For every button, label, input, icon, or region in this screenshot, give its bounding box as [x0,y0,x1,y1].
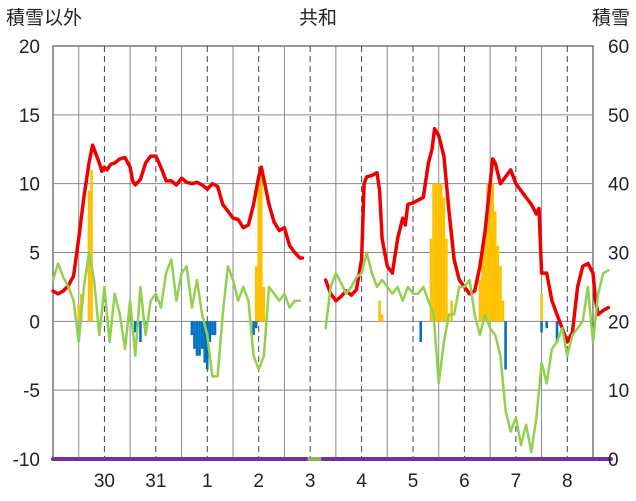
chart-title: 共和 [299,7,337,29]
left-tick-label: 0 [29,312,40,333]
negative_bar-bar [193,321,196,349]
negative_bar-bar [208,321,212,342]
negative_bar-bar [545,321,548,329]
negative_bar-bar [419,321,422,342]
negative_bar-bar [254,321,258,329]
positive_bar-bar [378,300,381,322]
x-tick-label: 1 [202,471,213,492]
right-tick-label: 60 [608,37,629,58]
left-tick-label: 15 [19,106,40,127]
right-tick-label: 0 [608,450,619,471]
green_line-line [51,251,302,378]
negative_bar-bar [198,321,201,356]
positive_bar-bar [483,224,487,322]
x-tick-label: 2 [253,471,264,492]
right-tick-label: 10 [608,381,629,402]
positive_bar-bar [486,183,489,322]
right-axis-label: 積雪 [592,7,630,29]
negative_bar-bar [203,321,206,363]
negative_bar-bar [190,321,194,336]
positive_bar-bar [496,245,500,322]
right-tick-label: 40 [608,175,629,196]
negative_bar-bar [504,321,507,370]
green_line-line [324,251,610,454]
x-tick-label: 3 [305,471,316,492]
x-tick-label: 4 [356,471,367,492]
negative_bar-bar [555,321,559,342]
negative_bar-bar [195,321,199,356]
negative_bar-bar [540,321,543,333]
positive_bar-bar [77,304,80,322]
left-axis-label: 積雪以外 [6,7,82,29]
negative_bar-bar [206,321,209,370]
positive_bar-bar [437,183,440,322]
temperature-line [51,143,305,296]
positive_bar-bar [442,197,446,322]
x-tick-label: 31 [145,471,166,492]
positive_bar-bar [260,169,263,322]
right-tick-label: 30 [608,244,629,265]
negative_bar-bar [213,321,217,336]
positive_bar-bar [481,252,484,322]
x-tick-label: 30 [94,471,115,492]
positive_bar-bar [429,238,433,322]
negative_bar-bar [139,321,142,342]
negative_bar-bar [211,321,214,336]
left-tick-label: 5 [29,244,40,265]
positive_bar-bar [254,266,258,322]
positive_bar-bar [90,169,93,322]
negative_bar-bar [200,321,204,349]
positive_bar-bar [257,183,260,322]
negative_bar-bar [252,321,255,336]
negative_bar-bar [134,321,137,333]
positive_bar-bar [450,300,453,322]
positive_bar-bar [488,183,492,322]
positive_bar-bar [494,211,497,322]
positive_bar-bar [262,286,266,322]
positive_bar-bar [540,293,543,322]
positive_bar-bar [491,183,494,322]
positive_bar-bar [499,266,502,322]
left-tick-label: -5 [23,381,40,402]
x-tick-label: 5 [408,471,419,492]
positive_bar-bar [434,183,438,322]
left-tick-label: 20 [19,37,40,58]
positive_bar-bar [478,280,482,322]
positive_bar-bar [445,238,448,322]
right-tick-label: 20 [608,312,629,333]
x-tick-label: 7 [511,471,522,492]
positive_bar-bar [380,314,384,322]
x-tick-label: 8 [562,471,573,492]
left-tick-label: -10 [13,450,40,471]
positive_bar-bar [440,183,443,322]
right-tick-label: 50 [608,106,629,127]
positive_bar-bar [501,300,505,322]
positive_bar-bar [432,183,435,322]
x-tick-label: 6 [459,471,470,492]
left-tick-label: 10 [19,175,40,196]
